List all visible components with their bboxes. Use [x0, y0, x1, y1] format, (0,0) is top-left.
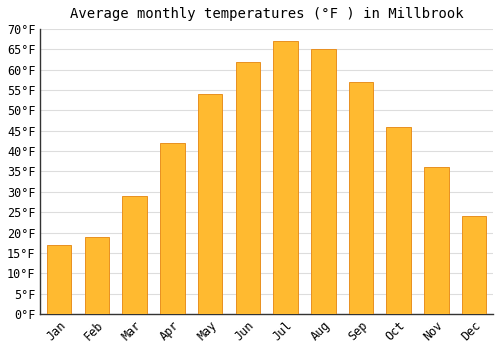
Bar [236, 62, 260, 314]
Bar [386, 127, 411, 314]
Bar [274, 41, 298, 314]
Bar [424, 167, 448, 314]
Bar [348, 82, 374, 314]
Bar [198, 94, 222, 314]
Bar [160, 143, 184, 314]
Bar [84, 237, 109, 314]
Bar [462, 216, 486, 314]
Title: Average monthly temperatures (°F ) in Millbrook: Average monthly temperatures (°F ) in Mi… [70, 7, 464, 21]
Bar [47, 245, 72, 314]
Bar [122, 196, 147, 314]
Bar [311, 49, 336, 314]
